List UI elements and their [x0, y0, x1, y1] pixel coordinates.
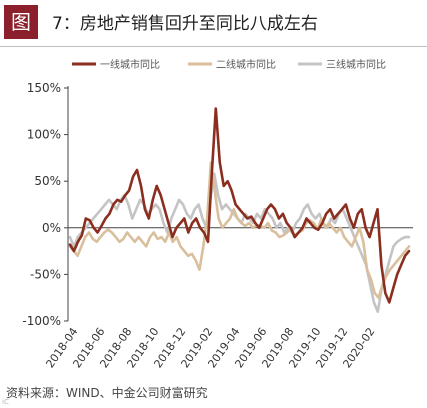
chart-lines	[68, 107, 411, 314]
title-divider	[0, 46, 427, 47]
y-tick-label: 50%	[34, 174, 61, 188]
chart-legend: 一线城市同比 二线城市同比 三线城市同比	[72, 58, 386, 71]
line-chart: 一线城市同比 二线城市同比 三线城市同比 150% 100% 50% 0% -50% -100…	[22, 58, 413, 370]
series-line-3	[68, 172, 411, 314]
watermark: iC	[2, 398, 9, 406]
figure-badge: 图	[4, 5, 38, 39]
y-tick-label: -50%	[30, 267, 61, 281]
figure-title: 7：房地产销售回升至同比八成左右	[52, 14, 318, 34]
y-tick-label: 0%	[42, 221, 61, 235]
y-tick-label: 100%	[27, 128, 61, 142]
legend-label-3: 三线城市同比	[326, 58, 386, 71]
figure-header: 图 7：房地产销售回升至同比八成左右	[0, 0, 427, 47]
series-line-2	[68, 161, 411, 299]
source-note: 资料来源：WIND、中金公司财富研究	[6, 386, 208, 400]
legend-label-2: 二线城市同比	[216, 58, 276, 71]
legend-label-1: 一线城市同比	[100, 58, 160, 71]
y-tick-label: -100%	[22, 314, 61, 328]
series-line-1	[68, 107, 411, 304]
y-tick-label: 150%	[27, 81, 61, 95]
